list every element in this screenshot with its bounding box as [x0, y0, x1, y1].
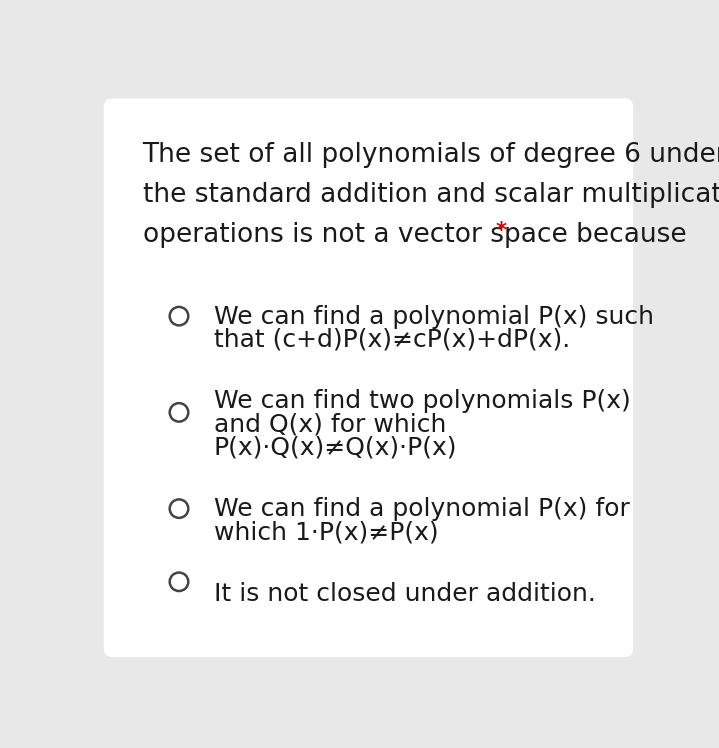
Text: The set of all polynomials of degree 6 under: The set of all polynomials of degree 6 u…	[142, 142, 719, 168]
Text: the standard addition and scalar multiplication: the standard addition and scalar multipl…	[142, 183, 719, 208]
Text: that (c+d)P(x)≠cP(x)+dP(x).: that (c+d)P(x)≠cP(x)+dP(x).	[214, 328, 570, 352]
FancyBboxPatch shape	[104, 99, 633, 657]
Text: We can find a polynomial P(x) for: We can find a polynomial P(x) for	[214, 497, 630, 521]
Text: We can find a polynomial P(x) such: We can find a polynomial P(x) such	[214, 304, 654, 328]
Text: P(x)·Q(x)≠Q(x)·P(x): P(x)·Q(x)≠Q(x)·P(x)	[214, 435, 457, 459]
Text: which 1·P(x)≠P(x): which 1·P(x)≠P(x)	[214, 520, 439, 545]
Text: It is not closed under addition.: It is not closed under addition.	[214, 582, 596, 606]
Text: *: *	[495, 221, 506, 241]
Text: We can find two polynomials P(x): We can find two polynomials P(x)	[214, 389, 631, 414]
Text: and Q(x) for which: and Q(x) for which	[214, 412, 446, 436]
Text: operations is not a vector space because: operations is not a vector space because	[142, 222, 695, 248]
